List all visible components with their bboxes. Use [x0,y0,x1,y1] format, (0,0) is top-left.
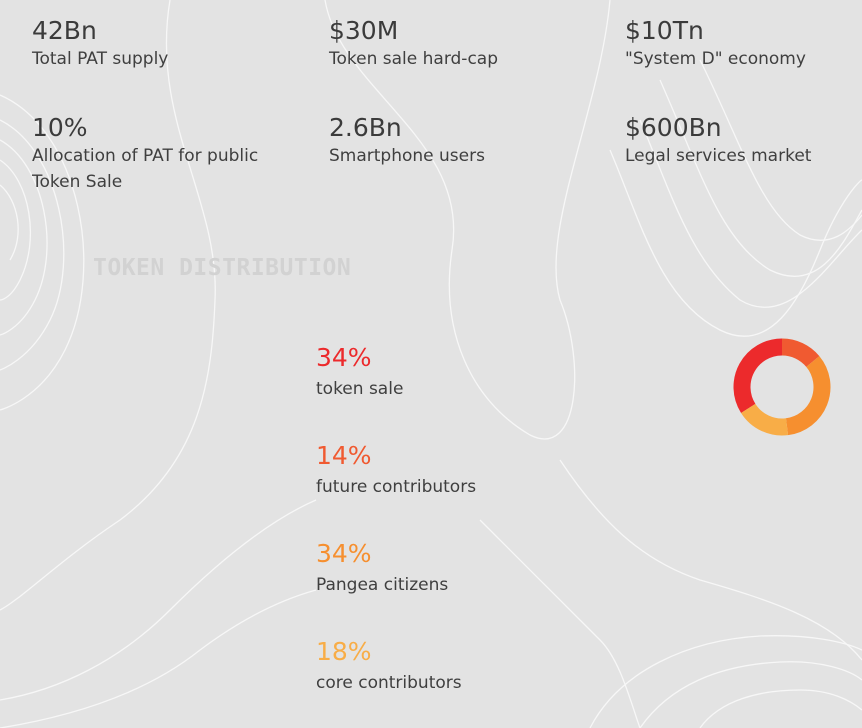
distribution-label: token sale [316,379,404,399]
donut-slice-core-contributors [741,403,789,436]
distribution-item-token-sale: 34% token sale [316,343,576,402]
distribution-label: Pangea citizens [316,575,449,595]
stat-label: Legal services market [625,146,812,166]
stat-label: "System D" economy [625,49,806,69]
distribution-percent: 34% [316,343,372,372]
stat-label: Token sale hard-cap [329,49,498,69]
stat-public-allocation: 10% Allocation of PAT for public Token S… [32,113,282,195]
stat-smartphone-users: 2.6Bn Smartphone users [329,113,599,169]
distribution-percent: 14% [316,441,372,470]
stat-value: 42Bn [32,16,97,45]
stat-legal-market: $600Bn Legal services market [625,113,855,169]
section-title-token-distribution: TOKEN DISTRIBUTION [93,255,352,281]
distribution-label: future contributors [316,477,477,497]
distribution-percent: 18% [316,637,372,666]
distribution-label: core contributors [316,673,462,693]
token-distribution-donut-chart [733,338,831,436]
stat-system-d: $10Tn "System D" economy [625,16,862,72]
stat-label: Allocation of PAT for public Token Sale [32,146,259,192]
stat-value: 10% [32,113,88,142]
donut-slice-token-sale [733,338,783,413]
stat-label: Smartphone users [329,146,485,166]
stat-value: 2.6Bn [329,113,402,142]
distribution-item-future-contributors: 14% future contributors [316,441,576,500]
stat-value: $30M [329,16,399,45]
distribution-percent: 34% [316,539,372,568]
distribution-item-pangea-citizens: 34% Pangea citizens [316,539,576,598]
stat-label: Total PAT supply [32,49,169,69]
stat-hard-cap: $30M Token sale hard-cap [329,16,599,72]
distribution-item-core-contributors: 18% core contributors [316,637,576,696]
stat-total-supply: 42Bn Total PAT supply [32,16,302,72]
donut-slice-Pangea-citizens [785,356,831,436]
donut-slice-future-contributors [781,338,820,368]
stat-value: $600Bn [625,113,722,142]
stat-value: $10Tn [625,16,704,45]
